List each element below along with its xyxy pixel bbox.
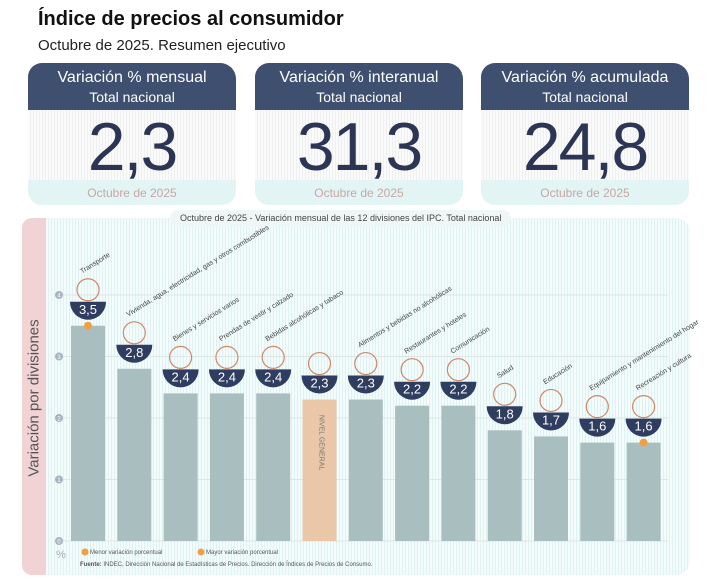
value-badge [301,375,338,394]
value-badge [394,381,431,400]
division-icon [215,345,239,369]
card-period: Octubre de 2025 [255,180,463,205]
division-icon [631,395,656,419]
value-label: 2,2 [403,382,421,397]
division-icon [169,345,193,369]
bar [302,399,337,541]
legend-min-marker [81,548,89,556]
category-label: Prendas de vestir y calzado [218,292,295,344]
value-label: 1,7 [542,412,560,427]
card-sub: Total nacional [316,89,402,105]
value-badge [625,418,662,437]
value-badge [70,301,106,320]
chart-title: Octubre de 2025 - Variación mensual de l… [170,210,512,226]
division-icon [585,395,609,419]
card-period: Octubre de 2025 [481,180,689,205]
division-icon [539,388,563,413]
value-label: 2,4 [172,369,190,384]
bar [71,325,105,541]
category-label: Educación [542,363,574,386]
division-icon [400,358,424,382]
division-icon [354,351,378,376]
division-icon [76,278,100,302]
value-badge [440,381,477,400]
card-title: Variación % interanual [279,69,439,86]
bar [580,442,615,541]
division-icon [446,358,470,382]
value-badge [208,369,245,388]
value-badge [533,412,569,431]
card-value: 2,3 [87,109,179,185]
bar [487,430,522,541]
card-value: 31,3 [296,109,423,185]
division-icon [493,382,517,406]
card-cumulative: Variación % acumulada Total nacional 24,8… [481,63,689,205]
legend-max-marker [197,548,205,556]
page-subtitle: Octubre de 2025. Resumen ejecutivo [38,37,286,54]
legend-min: Menor variación porcentual [90,550,163,556]
value-label: 1,6 [588,419,606,434]
category-label: Comunicación [450,326,491,355]
value-label: 3,5 [79,302,97,317]
y-tick-label: 1 [57,478,61,484]
division-icon [122,321,146,345]
value-label: 1,6 [635,419,653,434]
value-label: 2,2 [449,382,467,397]
value-badge [162,369,199,388]
bar [534,436,568,541]
division-icon [261,345,285,369]
card-title: Variación % acumulada [501,69,669,86]
legend-max: Mayor variación porcentual [206,550,279,556]
category-label: Bebidas alcohólicas y tabaco [265,289,345,343]
value-badge [486,406,523,425]
value-label: 2,3 [357,376,375,391]
card-yearly: Variación % interanual Total nacional 31,… [255,63,463,205]
value-label: 1,8 [496,406,514,421]
value-badge [347,375,384,394]
category-label: Transporte [79,252,111,276]
category-label: Vivienda, agua, electricidad, gas y otro… [126,224,271,318]
value-badge [116,344,153,363]
bar [348,399,383,541]
bar [395,405,430,541]
card-title: Variación % mensual [57,69,207,86]
general-label: NIVEL GENERAL [318,415,325,470]
bar [256,393,291,541]
y-tick-marker [55,537,63,545]
category-label: Salud [496,365,515,380]
y-tick-label: 3 [57,355,61,361]
y-tick-label: 2 [57,417,61,423]
value-badge [579,418,616,437]
bar [626,442,661,541]
y-tick-marker [55,291,63,299]
page-title: Índice de precios al consumidor [38,8,344,30]
y-axis-panel: Variación por divisiones [22,218,46,575]
y-tick-marker [55,475,63,484]
division-icon [307,351,332,376]
y-tick-label: 4 [57,294,61,300]
bar [163,393,198,541]
y-tick-marker [55,352,63,361]
source-label: Fuente: [80,562,102,568]
value-badge [255,369,292,388]
min-marker [639,438,648,447]
card-sub: Total nacional [89,89,175,105]
value-label: 2,3 [310,376,328,391]
bar [441,405,476,541]
y-tick-label: 0 [57,540,61,546]
value-label: 2,8 [125,345,143,360]
bar [117,368,152,541]
card-sub: Total nacional [542,89,628,105]
max-marker [84,321,92,330]
y-unit: % [56,549,66,561]
source-text: INDEC, Dirección Nacional de Estadística… [103,562,373,568]
value-label: 2,4 [264,369,282,384]
value-label: 2,4 [218,369,236,384]
bar [209,393,244,541]
card-value: 24,8 [522,109,649,185]
card-period: Octubre de 2025 [28,180,236,205]
y-tick-marker [55,414,63,422]
card-monthly: Variación % mensual Total nacional 2,3 Oc… [28,63,236,205]
